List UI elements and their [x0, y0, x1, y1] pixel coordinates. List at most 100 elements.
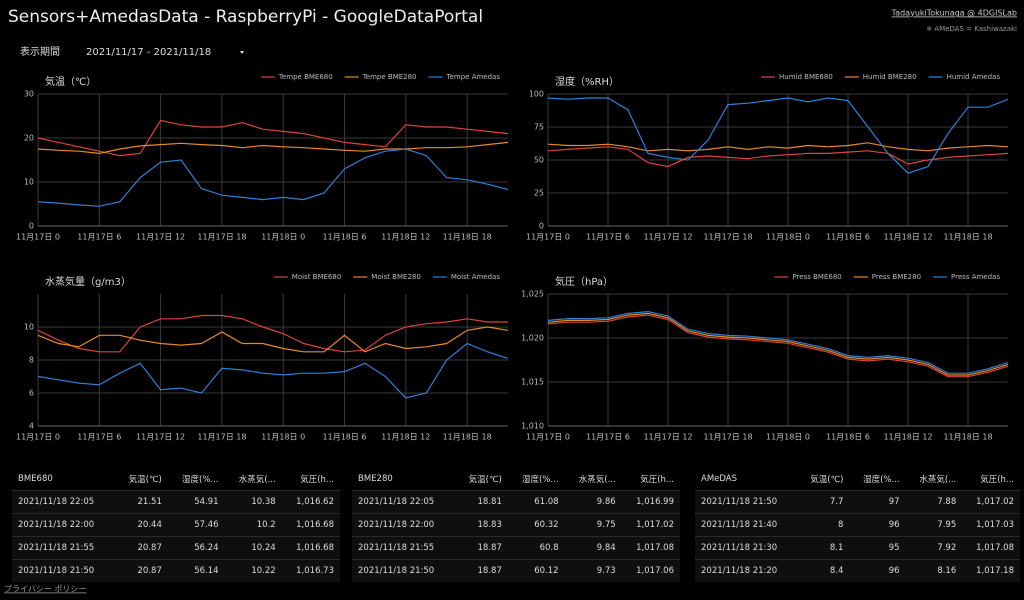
column-header[interactable]: 気温(℃): [468, 475, 502, 485]
x-tick-label: 11月18日 6: [323, 233, 367, 242]
series-line: [37, 342, 509, 399]
table-row: 2021/11/18 21:50 18.87 60.12 9.73 1,017.06: [352, 559, 680, 582]
column-header[interactable]: 湿度(%...: [522, 475, 559, 485]
data-table: BME680 気温(℃) 湿度(%... 水蒸気(... 気圧(h... 2021/11/…: [12, 468, 340, 582]
table-cell: 10.38: [224, 490, 282, 514]
x-tick-label: 11月18日 12: [381, 233, 430, 242]
table-cell: 97: [849, 490, 906, 514]
table-cell: 2021/11/18 22:00: [352, 513, 456, 537]
table-cell: 1,017.03: [962, 513, 1020, 537]
y-tick-label: 4: [29, 422, 34, 431]
column-header[interactable]: 湿度(%...: [182, 475, 219, 485]
legend-label: Tempe BME280: [362, 73, 417, 81]
series-line: [547, 312, 1009, 376]
table-cell: 20.87: [115, 559, 168, 582]
table-cell: 18.81: [455, 490, 508, 514]
table-row: 2021/11/18 21:40 8 96 7.95 1,017.03: [695, 513, 1020, 537]
table-cell: 1,017.08: [962, 536, 1020, 560]
header-row: AMeDAS 気温(℃) 湿度(%... 水蒸気(... 気圧(h...: [695, 468, 1020, 491]
y-tick-label: 1,025: [521, 290, 544, 299]
x-tick-label: 11月17日 18: [703, 433, 752, 442]
column-header[interactable]: 気圧(h...: [980, 475, 1014, 485]
x-tick-label: 11月17日 12: [643, 433, 692, 442]
table-cell: 1,016.99: [621, 490, 680, 514]
legend-label: Humid Amedas: [947, 73, 1001, 81]
table-cell: 20.87: [115, 536, 168, 560]
x-tick-label: 11月18日 18: [943, 233, 992, 242]
legend-label: Humid BME280: [863, 73, 917, 81]
column-header[interactable]: 水蒸気(...: [578, 475, 616, 485]
x-tick-label: 11月17日 18: [703, 233, 752, 242]
table-cell: 56.14: [167, 559, 225, 582]
legend-label: Press Amedas: [951, 273, 1000, 281]
header-row: BME680 気温(℃) 湿度(%... 水蒸気(... 気圧(h...: [12, 468, 340, 491]
x-tick-label: 11月18日 6: [323, 433, 367, 442]
series-line: [37, 326, 509, 353]
y-tick-label: 0: [539, 222, 544, 231]
column-header[interactable]: BME680: [18, 474, 53, 484]
x-tick-label: 11月17日 12: [136, 233, 185, 242]
column-header[interactable]: 気圧(h...: [300, 475, 334, 485]
table-cell: 57.46: [167, 513, 225, 537]
table-row: 2021/11/18 21:50 7.7 97 7.88 1,017.02: [695, 490, 1020, 514]
table-row: 2021/11/18 21:55 18.87 60.8 9.84 1,017.08: [352, 536, 680, 560]
column-header[interactable]: 気温(℃): [128, 475, 162, 485]
table-cell: 60.12: [507, 559, 565, 582]
table-row: 2021/11/18 22:05 18.81 61.08 9.86 1,016.99: [352, 490, 680, 514]
table-cell: 7.95: [905, 513, 963, 537]
table-cell: 1,016.68: [281, 536, 340, 560]
y-tick-label: 25: [534, 189, 544, 198]
column-header[interactable]: 水蒸気(...: [238, 475, 276, 485]
y-tick-label: 30: [24, 90, 34, 99]
y-tick-label: 1,010: [521, 422, 544, 431]
x-tick-label: 11月18日 18: [943, 433, 992, 442]
series-line: [37, 119, 509, 157]
chart-title: 気圧（hPa）: [555, 275, 613, 288]
table-cell: 1,017.06: [621, 559, 680, 582]
page-title: Sensors+AmedasData - RaspberryPi - Googl…: [8, 7, 483, 27]
table-cell: 10.22: [224, 559, 282, 582]
table-row: 2021/11/18 22:05 21.51 54.91 10.38 1,016.62: [12, 490, 340, 514]
table-cell: 2021/11/18 22:05: [12, 490, 116, 514]
table-cell: 7.7: [797, 490, 850, 514]
x-tick-label: 11月17日 0: [16, 433, 60, 442]
series-line: [547, 314, 1009, 378]
column-header[interactable]: 気圧(h...: [640, 475, 674, 485]
dropdown-arrow[interactable]: [240, 51, 244, 54]
table-cell: 2021/11/18 21:20: [695, 559, 798, 582]
column-header[interactable]: 気温(℃): [810, 475, 844, 485]
legend-label: Press BME680: [792, 273, 841, 281]
author-link[interactable]: TadayukiTokunaga @ 4DGISLab: [891, 9, 1017, 18]
table-cell: 2021/11/18 21:50: [12, 559, 116, 582]
column-header[interactable]: AMeDAS: [701, 474, 737, 484]
x-tick-label: 11月18日 0: [766, 433, 810, 442]
table-cell: 20.44: [115, 513, 168, 537]
x-tick-label: 11月17日 0: [526, 433, 570, 442]
column-header[interactable]: BME280: [358, 474, 393, 484]
table-row: 2021/11/18 21:30 8.1 95 7.92 1,017.08: [695, 536, 1020, 560]
table-cell: 1,017.18: [962, 559, 1020, 582]
x-tick-label: 11月18日 12: [883, 233, 932, 242]
column-header[interactable]: 湿度(%...: [863, 475, 900, 485]
table-cell: 2021/11/18 21:55: [12, 536, 116, 560]
legend-label: Press BME280: [872, 273, 921, 281]
x-tick-label: 11月18日 0: [261, 233, 305, 242]
legend-label: Tempe Amedas: [446, 73, 501, 81]
table-cell: 61.08: [507, 490, 565, 514]
x-tick-label: 11月18日 12: [883, 433, 932, 442]
table-cell: 18.87: [455, 559, 508, 582]
table-cell: 1,017.08: [621, 536, 680, 560]
period-selector[interactable]: 2021/11/17 - 2021/11/18: [86, 47, 211, 58]
column-header[interactable]: 水蒸気(...: [919, 475, 957, 485]
y-tick-label: 10: [24, 323, 34, 332]
table-cell: 1,016.62: [281, 490, 340, 514]
series-line: [547, 97, 1009, 174]
privacy-link[interactable]: プライバシー ポリシー: [4, 585, 86, 594]
table-cell: 2021/11/18 21:50: [352, 559, 456, 582]
x-tick-label: 11月18日 0: [766, 233, 810, 242]
x-tick-label: 11月18日 6: [826, 433, 870, 442]
table-cell: 2021/11/18 22:00: [12, 513, 116, 537]
x-tick-label: 11月17日 18: [197, 233, 246, 242]
table-cell: 18.83: [455, 513, 508, 537]
